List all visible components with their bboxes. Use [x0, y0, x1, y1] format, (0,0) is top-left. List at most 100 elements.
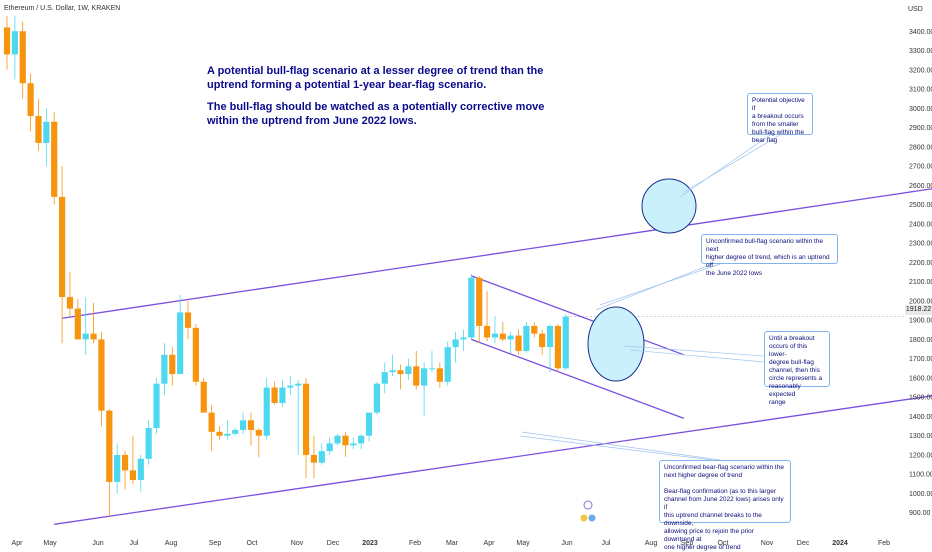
event-marker-icon[interactable] — [583, 500, 593, 510]
candle-body — [413, 366, 420, 386]
candle — [3, 15, 11, 70]
y-tick-label: 1500.00 — [909, 395, 932, 402]
candle-body — [247, 420, 255, 430]
candle-body — [421, 368, 428, 386]
candle-body — [161, 354, 168, 384]
annotation-line-1: A potential bull-flag scenario at a less… — [207, 65, 543, 77]
candle-body — [27, 83, 34, 116]
candle — [106, 408, 113, 517]
candle — [11, 15, 18, 80]
candle — [562, 314, 569, 371]
candle-body — [169, 354, 176, 375]
candle — [66, 272, 74, 317]
y-tick-label: 1200.00 — [909, 452, 932, 459]
candle — [192, 324, 199, 386]
x-tick-label: Dec — [797, 540, 810, 547]
x-tick-label: Dec — [327, 540, 340, 547]
candle — [373, 381, 380, 415]
candle-body — [342, 435, 349, 446]
candle — [405, 358, 412, 380]
event-markers[interactable] — [580, 500, 596, 522]
candle — [342, 431, 349, 457]
candle-body — [224, 433, 231, 436]
y-tick-label: 1800.00 — [909, 337, 932, 344]
candle-body — [98, 339, 105, 411]
objective-circle[interactable] — [641, 178, 697, 234]
y-tick-label: 900.00 — [909, 510, 931, 517]
candle — [169, 347, 176, 386]
candle — [491, 316, 499, 344]
candle-body — [74, 308, 81, 340]
x-tick-label: Sep — [681, 540, 694, 547]
candle — [397, 364, 404, 390]
candle — [240, 412, 247, 434]
x-tick-label: May — [516, 540, 530, 547]
annotation-line-2: uptrend forming a potential 1-year bear-… — [207, 79, 486, 91]
candle-body — [216, 431, 223, 436]
y-tick-label: 1700.00 — [909, 356, 932, 363]
candle-body — [350, 443, 357, 446]
candle — [184, 300, 192, 340]
x-tick-label: Jul — [602, 540, 611, 547]
candle-body — [82, 333, 89, 340]
candle — [310, 435, 318, 479]
y-tick-label: 2000.00 — [909, 298, 932, 305]
time-axis[interactable]: Apr May Jun Jul Aug Sep Oct Nov Dec 2023 Feb Mar Apr… — [12, 540, 891, 547]
candle-body — [468, 277, 475, 338]
price-axis[interactable]: 900.00 1000.00 1100.00 1200.00 1300.00 1400.0… — [909, 29, 932, 517]
candle — [350, 437, 357, 450]
candle — [468, 273, 475, 340]
y-tick-label: 3400.00 — [909, 29, 932, 36]
candle-body — [554, 325, 561, 369]
candle — [523, 322, 530, 353]
candle — [318, 443, 325, 465]
symbol-title: Ethereum / U.S. Dollar, 1W, KRAKEN — [4, 5, 120, 12]
candle-body — [192, 327, 199, 382]
candle-body — [523, 325, 530, 351]
y-tick-label: 1300.00 — [909, 433, 932, 440]
candle-body — [381, 372, 388, 384]
candle-body — [58, 196, 66, 298]
candle-body — [483, 325, 491, 338]
x-tick-label: Aug — [645, 540, 658, 547]
callout-connector-line — [683, 134, 781, 193]
x-tick-label: Oct — [247, 540, 258, 547]
candle-body — [106, 410, 113, 482]
candle — [444, 341, 451, 386]
candle-body — [145, 428, 152, 459]
trendline-upper-channel[interactable] — [61, 188, 932, 319]
callout-connectors — [519, 134, 781, 461]
candle-body — [310, 454, 318, 463]
candle-body — [184, 312, 192, 328]
callout-connector-line — [623, 345, 765, 357]
trendline-lower-channel[interactable] — [54, 395, 932, 525]
candle — [499, 322, 506, 342]
candle-body — [255, 429, 262, 436]
y-tick-label: 2200.00 — [909, 260, 932, 267]
dividend-icon[interactable] — [580, 514, 588, 522]
y-tick-label: 1900.00 — [909, 318, 932, 325]
candle — [129, 435, 137, 484]
y-tick-label: 2500.00 — [909, 202, 932, 209]
earnings-icon[interactable] — [588, 514, 596, 522]
candle-body — [271, 387, 278, 403]
candle — [43, 108, 50, 167]
trendline-flag-lower[interactable] — [471, 338, 685, 419]
candle-body — [279, 387, 286, 403]
candle-body — [11, 31, 18, 55]
candle-body — [373, 383, 380, 413]
candle — [381, 362, 388, 394]
candle — [137, 454, 144, 492]
candle — [27, 73, 34, 132]
expected-range-circle[interactable] — [587, 306, 645, 382]
trendline-flag-upper[interactable] — [471, 275, 685, 356]
candle — [216, 426, 223, 440]
x-tick-label: Nov — [761, 540, 774, 547]
candle-body — [365, 412, 373, 436]
candles — [3, 15, 569, 517]
y-tick-label: 1400.00 — [909, 414, 932, 421]
x-tick-label: Nov — [291, 540, 304, 547]
callout-connector-line — [595, 263, 713, 311]
candle-body — [208, 412, 215, 432]
